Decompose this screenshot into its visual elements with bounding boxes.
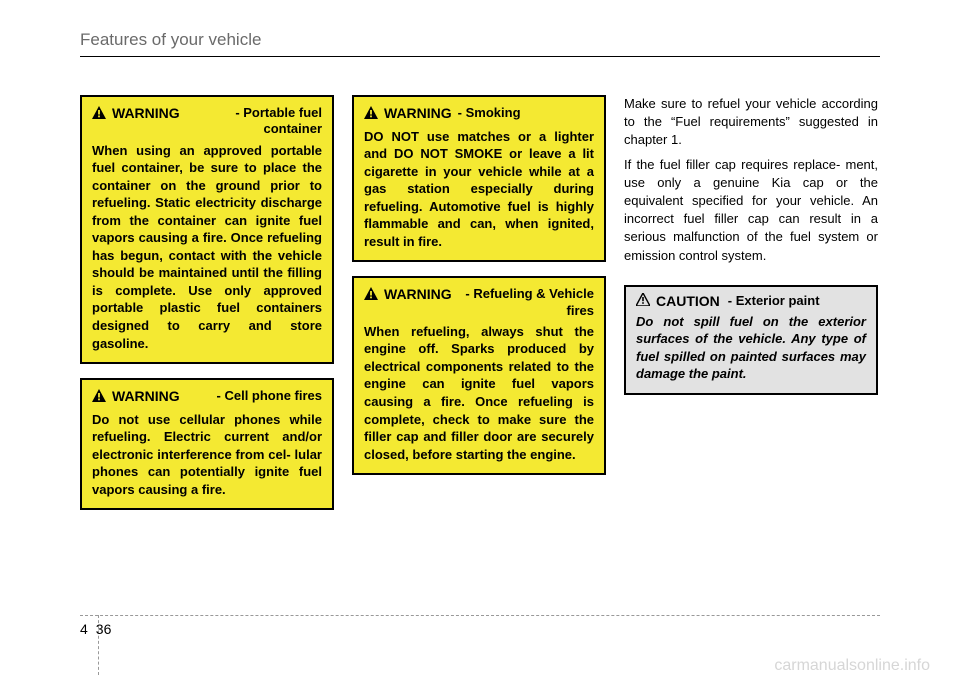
paragraph-1: Make sure to refuel your vehicle accordi… (624, 95, 878, 150)
page-content: Features of your vehicle WARNING - Porta… (80, 30, 880, 510)
column-3: Make sure to refuel your vehicle accordi… (624, 95, 878, 510)
footer-rule (80, 615, 880, 616)
column-2: WARNING - Smoking DO NOT use matches or … (352, 95, 606, 510)
column-1: WARNING - Portable fuel container When u… (80, 95, 334, 510)
warning-body: Do not use cellular phones while refueli… (92, 411, 322, 499)
warning-icon (92, 106, 106, 124)
warning-icon (364, 106, 378, 124)
caution-subtitle: - Exterior paint (728, 293, 820, 308)
warning-smoking: WARNING - Smoking DO NOT use matches or … (352, 95, 606, 262)
warning-label: WARNING (112, 105, 180, 123)
warning-subtitle: - Smoking (458, 105, 594, 121)
warning-icon (92, 389, 106, 407)
warning-label: WARNING (384, 105, 452, 123)
warning-body: DO NOT use matches or a lighter and DO N… (364, 128, 594, 251)
warning-refueling: WARNING - Refueling & Vehicle fires When… (352, 276, 606, 475)
warning-subtitle: - Refueling & Vehicle fires (458, 286, 594, 319)
warning-portable-fuel: WARNING - Portable fuel container When u… (80, 95, 334, 364)
warning-subtitle: - Cell phone fires (186, 388, 322, 404)
paragraph-2: If the fuel filler cap requires replace-… (624, 156, 878, 265)
warning-subtitle: - Portable fuel container (186, 105, 322, 138)
page-number: 4 36 (80, 621, 111, 637)
warning-body: When using an approved portable fuel con… (92, 142, 322, 353)
warning-icon (364, 287, 378, 305)
warning-cell-phone: WARNING - Cell phone fires Do not use ce… (80, 378, 334, 510)
caution-exterior-paint: CAUTION - Exterior paint Do not spill fu… (624, 285, 878, 395)
chapter-number: 4 (80, 621, 88, 637)
warning-body: When refueling, always shut the engine o… (364, 323, 594, 463)
caution-body: Do not spill fuel on the exterior surfac… (636, 313, 866, 383)
watermark: carmanualsonline.info (774, 657, 930, 675)
warning-label: WARNING (384, 286, 452, 304)
page-num-value: 36 (96, 621, 112, 637)
section-header: Features of your vehicle (80, 30, 880, 57)
columns: WARNING - Portable fuel container When u… (80, 95, 880, 510)
caution-icon (636, 293, 650, 309)
body-text: Make sure to refuel your vehicle accordi… (624, 95, 878, 271)
warning-label: WARNING (112, 388, 180, 406)
caution-label: CAUTION (656, 293, 720, 309)
